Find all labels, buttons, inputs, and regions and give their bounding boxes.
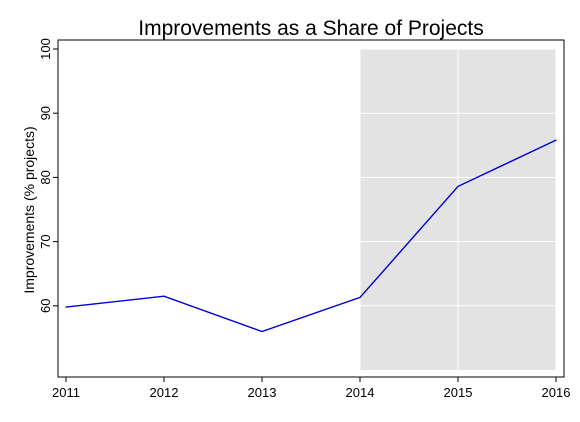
plot-area: 60 70 80 90 100 2011 2012 2013 2014 2015 2016 xyxy=(38,38,570,400)
y-tick-label: 100 xyxy=(38,38,53,60)
y-axis-label: Improvements (% projects) xyxy=(21,126,37,293)
y-tick-label: 90 xyxy=(38,106,53,120)
y-tick-label: 70 xyxy=(38,234,53,248)
data-point xyxy=(555,139,557,141)
data-point xyxy=(65,306,67,308)
data-point xyxy=(359,296,361,299)
x-tick-label: 2016 xyxy=(542,385,571,400)
x-tick-label: 2015 xyxy=(444,385,473,400)
data-point xyxy=(163,295,165,297)
plot-frame xyxy=(57,39,565,378)
x-tick-label: 2011 xyxy=(52,385,80,400)
y-tick-label: 60 xyxy=(38,299,53,313)
series-line xyxy=(65,139,557,333)
data-point xyxy=(261,330,263,333)
x-tick-label: 2014 xyxy=(346,385,375,400)
y-tick-label: 80 xyxy=(38,170,53,184)
x-tick-label: 2013 xyxy=(248,385,277,400)
data-point xyxy=(457,185,459,187)
x-tick-label: 2012 xyxy=(150,385,179,400)
chart-title: Improvements as a Share of Projects xyxy=(138,17,484,40)
